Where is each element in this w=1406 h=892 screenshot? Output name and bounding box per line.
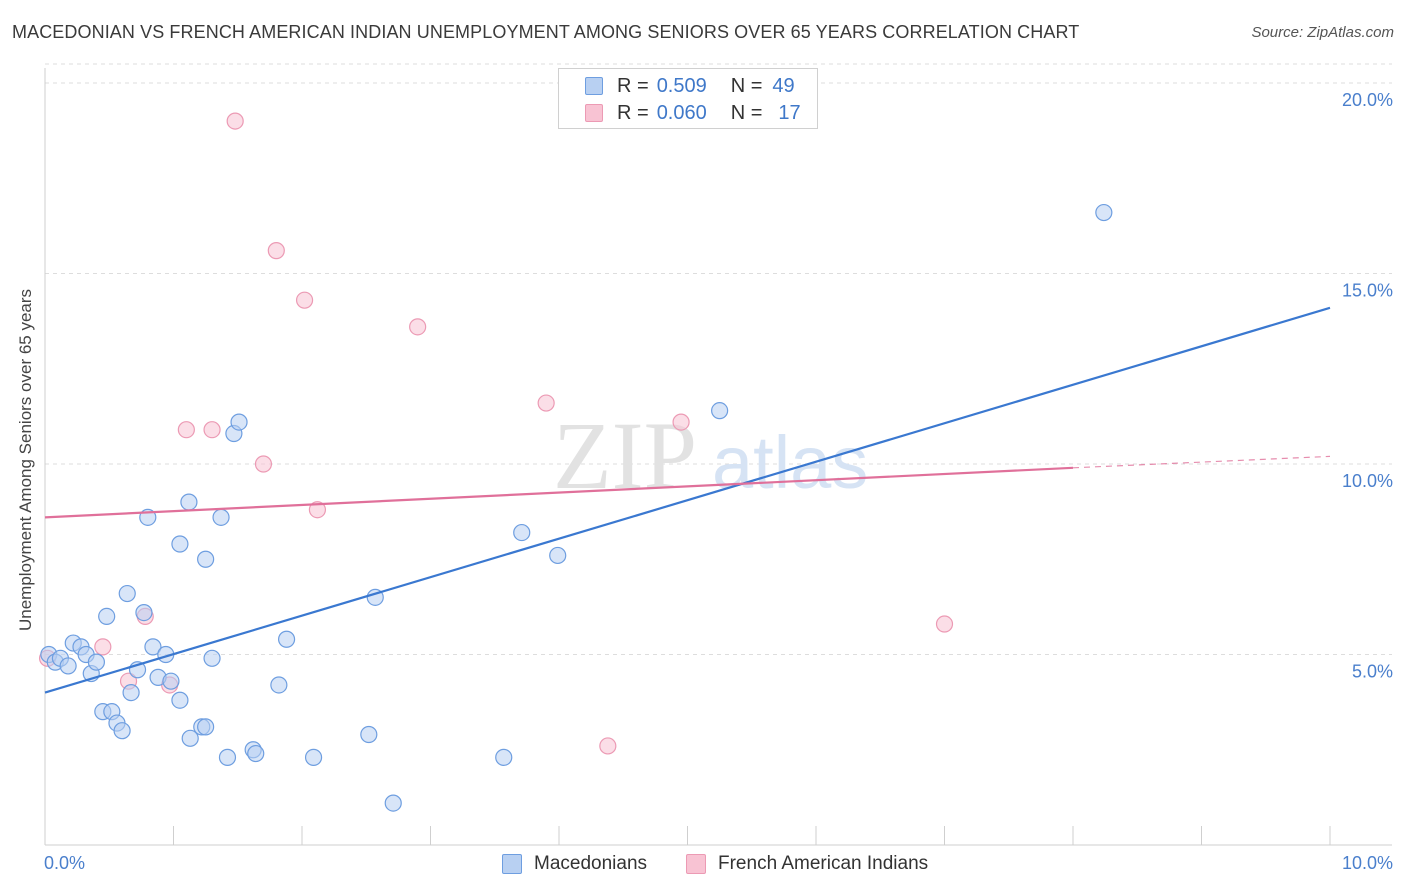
data-point (144, 638, 162, 656)
data-point (171, 535, 189, 553)
bottom-legend-label-french: French American Indians (718, 853, 929, 874)
data-point (267, 242, 285, 260)
trendlines (44, 306, 1331, 694)
data-point (203, 421, 221, 439)
y-tick-label: 20.0% (1342, 90, 1393, 110)
data-point (218, 748, 237, 766)
data-point (295, 291, 314, 309)
bottom-swatch-french (686, 854, 706, 874)
data-point (935, 615, 954, 633)
tick-labels: 5.0% 10.0% 15.0% 20.0% 0.0% 10.0% (44, 90, 1393, 873)
data-point (409, 318, 427, 336)
data-point (94, 638, 112, 656)
data-point (711, 402, 729, 420)
data-point (384, 794, 402, 812)
data-point (549, 546, 567, 565)
data-point (59, 657, 77, 675)
data-point (230, 413, 248, 431)
data-point (98, 607, 116, 626)
data-point (537, 394, 555, 412)
data-point (495, 748, 513, 766)
data-point (212, 508, 230, 526)
y-tick-label: 15.0% (1342, 281, 1393, 301)
data-point (1095, 203, 1113, 222)
watermark: ZIP atlas (553, 402, 868, 509)
data-point (308, 501, 327, 519)
source-label: Source: ZipAtlas.com (1251, 24, 1394, 41)
legend-n-value-macedonians: 49 (772, 74, 795, 97)
legend-swatch-macedonians (585, 77, 603, 95)
data-point (304, 748, 323, 766)
legend-n-label: N = (730, 101, 763, 124)
legend-r-value-macedonians: 0.509 (656, 74, 707, 97)
y-tick-label: 5.0% (1352, 662, 1393, 682)
data-point (162, 672, 180, 690)
data-point (254, 455, 273, 473)
trendline-french (44, 466, 1074, 519)
legend-r-label: R = (617, 101, 649, 124)
data-point (181, 729, 199, 747)
data-point (113, 722, 131, 740)
gridlines (45, 63, 1392, 655)
legend-row-french: R = 0.060 N = 17 (559, 100, 801, 126)
data-point (270, 676, 288, 694)
data-point (360, 725, 378, 744)
watermark-atlas: atlas (712, 421, 868, 504)
data-point (118, 584, 136, 603)
data-point (513, 523, 531, 542)
data-point (122, 683, 140, 702)
data-point (599, 737, 617, 755)
bottom-legend-macedonians: Macedonians (502, 851, 647, 877)
correlation-legend: R = 0.509 N = 49 R = 0.060 N = 17 (558, 68, 818, 129)
bottom-swatch-macedonians (502, 854, 522, 874)
legend-row-macedonians: R = 0.509 N = 49 (559, 73, 795, 99)
data-point (135, 603, 153, 622)
macedonian-points (40, 203, 1113, 812)
data-point (226, 112, 244, 130)
trendline-french-extension (1072, 455, 1331, 469)
legend-n-value-french: 17 (778, 101, 801, 124)
data-point (672, 413, 690, 431)
data-point (277, 630, 296, 648)
data-point (197, 718, 215, 736)
legend-r-label: R = (617, 74, 649, 97)
axes (44, 68, 1392, 846)
x-tick-label: 0.0% (44, 853, 85, 873)
x-tick-label: 10.0% (1342, 853, 1393, 873)
data-point (177, 421, 195, 439)
bottom-legend-label-macedonians: Macedonians (534, 853, 648, 874)
data-point (203, 649, 221, 667)
trendline-macedonians (44, 306, 1331, 694)
legend-swatch-french (585, 104, 603, 122)
data-point (171, 691, 189, 709)
data-point (180, 493, 198, 511)
bottom-legend-french: French American Indians (686, 851, 928, 877)
legend-n-label: N = (730, 74, 763, 97)
y-tick-label: 10.0% (1342, 471, 1393, 491)
chart-title: MACEDONIAN VS FRENCH AMERICAN INDIAN UNE… (12, 22, 1080, 42)
data-point (87, 653, 106, 671)
data-point (247, 744, 265, 763)
legend-r-value-french: 0.060 (656, 101, 707, 124)
data-point (197, 550, 215, 568)
